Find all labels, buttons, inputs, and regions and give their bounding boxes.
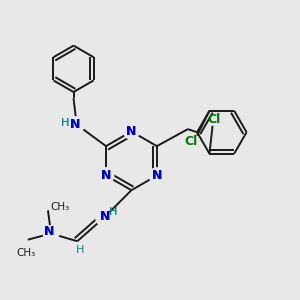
Circle shape xyxy=(124,124,139,139)
Circle shape xyxy=(98,168,114,183)
Text: N: N xyxy=(44,226,55,238)
Text: N: N xyxy=(100,210,110,223)
Text: Cl: Cl xyxy=(184,135,197,148)
Circle shape xyxy=(149,168,165,183)
Text: N: N xyxy=(152,169,162,182)
Circle shape xyxy=(96,210,111,226)
Text: N: N xyxy=(101,169,111,182)
Text: N: N xyxy=(126,125,136,138)
Circle shape xyxy=(69,117,84,132)
Text: H: H xyxy=(109,208,118,218)
Text: H: H xyxy=(109,208,118,218)
Text: H: H xyxy=(61,118,69,128)
Text: CH₃: CH₃ xyxy=(50,202,70,212)
Text: N: N xyxy=(44,226,55,238)
Text: N: N xyxy=(101,169,111,182)
Text: H: H xyxy=(76,245,85,255)
Text: N: N xyxy=(126,125,136,138)
Text: N: N xyxy=(152,169,162,182)
Text: H: H xyxy=(61,118,69,128)
Text: CH₃: CH₃ xyxy=(17,248,36,258)
Text: N: N xyxy=(70,118,80,131)
Text: Cl: Cl xyxy=(208,112,221,125)
Text: N: N xyxy=(70,118,80,131)
Circle shape xyxy=(43,226,59,241)
Text: N: N xyxy=(100,210,110,223)
